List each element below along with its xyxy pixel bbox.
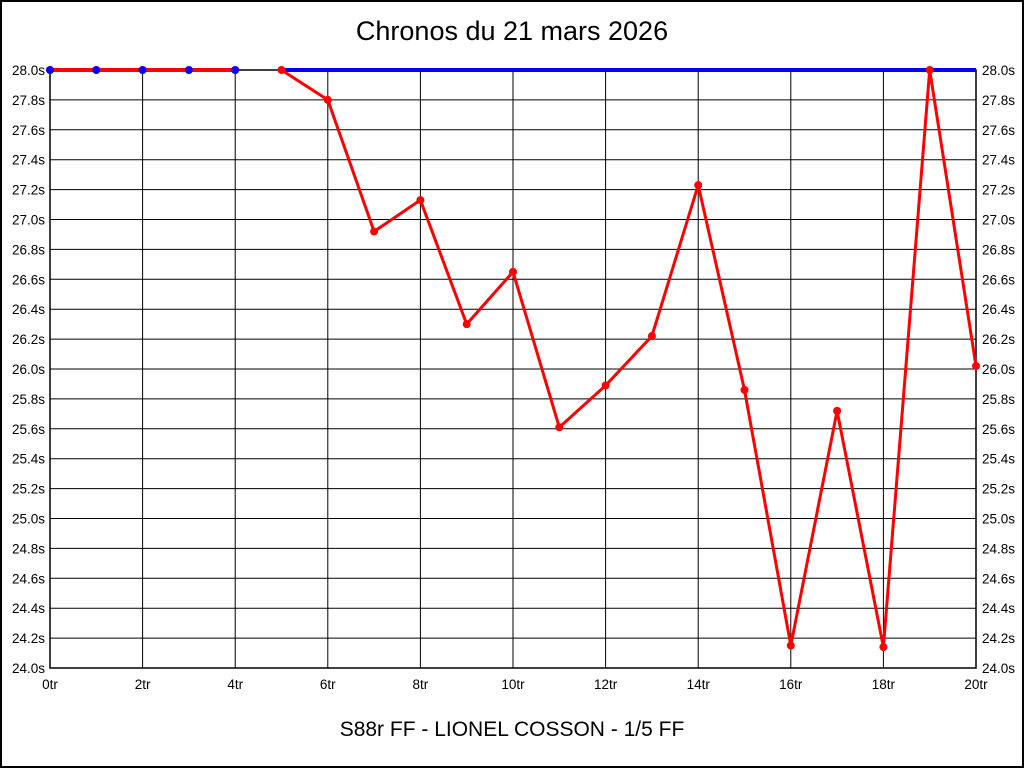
- y-tick-label-left: 27.8s: [12, 93, 45, 108]
- y-tick-label-right: 25.0s: [982, 512, 1015, 527]
- y-tick-label-right: 28.0s: [982, 63, 1015, 78]
- y-tick-label-left: 25.2s: [12, 482, 45, 497]
- lap-times-marker: [601, 381, 610, 390]
- y-tick-label-right: 26.2s: [982, 332, 1015, 347]
- y-tick-label-left: 25.4s: [12, 452, 45, 467]
- y-tick-label-right: 24.8s: [982, 541, 1015, 556]
- y-tick-label-left: 26.8s: [12, 242, 45, 257]
- lap-times-marker: [277, 66, 286, 74]
- lap-times-marker: [416, 196, 425, 205]
- x-tick-label: 12tr: [594, 677, 618, 692]
- y-tick-label-right: 27.2s: [982, 183, 1015, 198]
- y-tick-label-left: 25.0s: [12, 512, 45, 527]
- y-tick-label-right: 27.6s: [982, 123, 1015, 138]
- lap-times-marker: [879, 643, 888, 652]
- chart-footer-label: S88r FF - LIONEL COSSON - 1/5 FF: [339, 718, 685, 741]
- chart-title: Chronos du 21 mars 2026: [355, 16, 669, 46]
- x-tick-label: 10tr: [501, 677, 525, 692]
- y-tick-label-right: 27.0s: [982, 213, 1015, 228]
- y-tick-label-left: 24.4s: [12, 601, 45, 616]
- x-tick-label: 20tr: [964, 677, 988, 692]
- y-tick-label-left: 24.6s: [12, 571, 45, 586]
- lap-times-marker: [555, 423, 564, 432]
- y-tick-label-left: 27.0s: [12, 213, 45, 228]
- y-tick-label-right: 24.0s: [982, 661, 1015, 676]
- y-tick-label-left: 28.0s: [12, 63, 45, 78]
- x-tick-label: 4tr: [227, 677, 243, 692]
- y-tick-label-right: 24.6s: [982, 571, 1015, 586]
- y-tick-label-left: 24.0s: [12, 661, 45, 676]
- y-tick-label-left: 27.4s: [12, 153, 45, 168]
- y-tick-label-left: 27.2s: [12, 183, 45, 198]
- y-tick-label-right: 27.4s: [982, 153, 1015, 168]
- opening-laps-marker: [138, 66, 147, 74]
- y-tick-label-right: 27.8s: [982, 93, 1015, 108]
- lap-times-marker: [786, 641, 795, 650]
- y-tick-label-right: 26.8s: [982, 242, 1015, 257]
- y-tick-label-right: 25.6s: [982, 422, 1015, 437]
- y-tick-label-right: 24.2s: [982, 631, 1015, 646]
- opening-laps-marker: [184, 66, 193, 74]
- y-tick-label-right: 25.2s: [982, 482, 1015, 497]
- lap-times-marker: [370, 227, 379, 236]
- lap-times-marker: [462, 320, 471, 329]
- y-tick-label-right: 25.8s: [982, 392, 1015, 407]
- lap-times-line: [280, 68, 978, 648]
- y-tick-label-left: 24.8s: [12, 541, 45, 556]
- y-tick-label-right: 26.4s: [982, 302, 1015, 317]
- lap-times-marker: [972, 362, 980, 371]
- y-tick-label-left: 25.8s: [12, 392, 45, 407]
- opening-laps-marker: [46, 66, 54, 74]
- lap-times-marker: [925, 66, 934, 74]
- y-tick-label-right: 26.0s: [982, 362, 1015, 377]
- x-tick-label: 6tr: [320, 677, 336, 692]
- lap-times-marker: [323, 95, 332, 104]
- y-tick-label-left: 26.2s: [12, 332, 45, 347]
- y-tick-label-right: 25.4s: [982, 452, 1015, 467]
- x-tick-label: 16tr: [779, 677, 803, 692]
- opening-laps-marker: [231, 66, 240, 74]
- x-tick-label: 8tr: [413, 677, 429, 692]
- y-tick-label-right: 24.4s: [982, 601, 1015, 616]
- lap-times-marker: [740, 385, 749, 394]
- y-tick-label-left: 24.2s: [12, 631, 45, 646]
- y-tick-label-left: 26.4s: [12, 302, 45, 317]
- opening-laps-marker: [92, 66, 101, 74]
- lap-times-marker: [833, 406, 842, 415]
- y-tick-label-left: 25.6s: [12, 422, 45, 437]
- x-tick-label: 2tr: [135, 677, 151, 692]
- y-tick-label-left: 26.0s: [12, 362, 45, 377]
- lap-times-marker: [509, 267, 517, 276]
- x-tick-label: 14tr: [687, 677, 711, 692]
- lap-times-marker: [694, 181, 703, 190]
- y-tick-label-right: 26.6s: [982, 272, 1015, 287]
- y-tick-label-left: 27.6s: [12, 123, 45, 138]
- y-tick-label-left: 26.6s: [12, 272, 45, 287]
- x-tick-label: 0tr: [42, 677, 58, 692]
- x-tick-label: 18tr: [872, 677, 896, 692]
- lap-times-marker: [647, 332, 656, 341]
